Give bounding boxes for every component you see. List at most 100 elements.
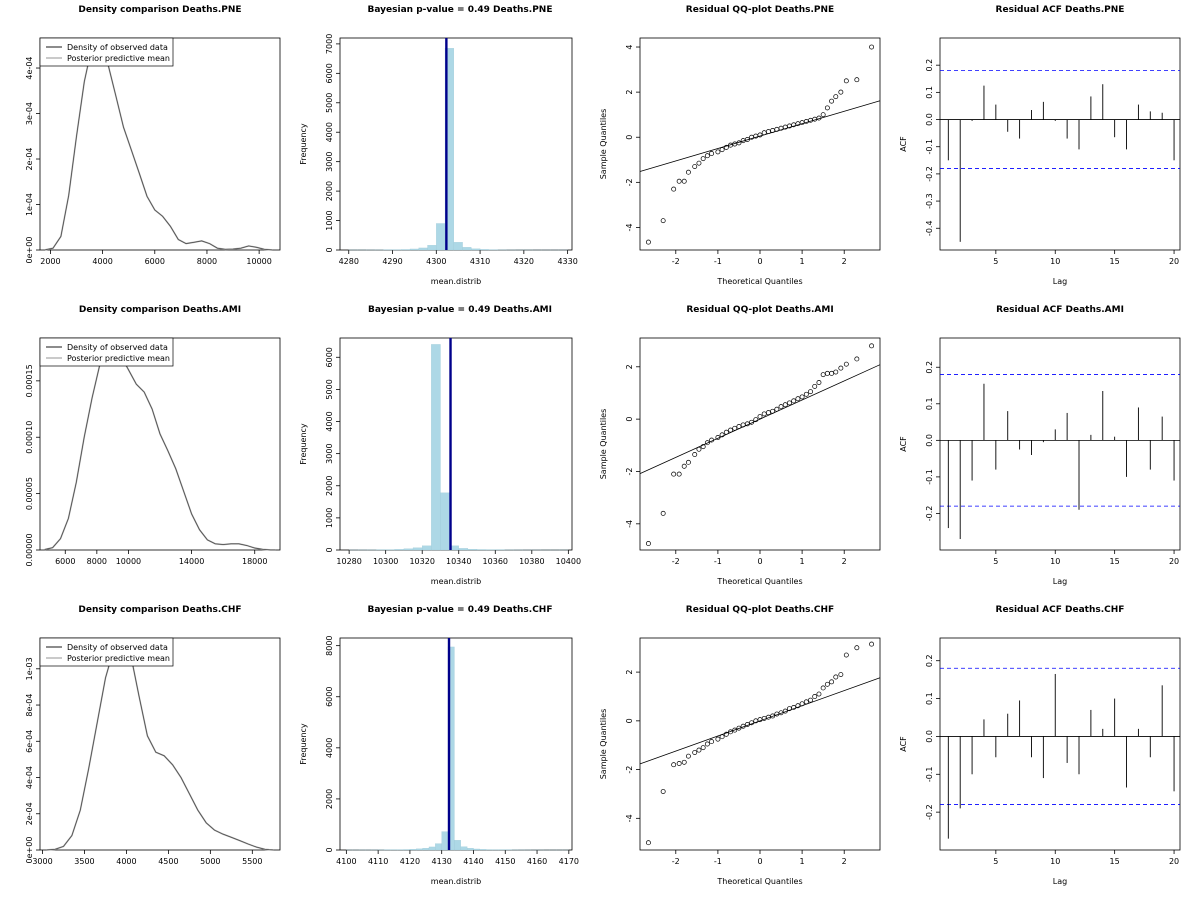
qq-point [774,406,780,412]
qq-point [854,77,860,83]
x-tick-label: 20 [1169,557,1179,566]
qq-point [704,153,710,159]
histogram-bar [427,245,437,251]
qq-point [700,156,706,162]
histogram-bar [467,549,478,551]
y-tick-label: 0.00010 [25,421,34,454]
panel-title: Density comparison Deaths.PNE [78,5,241,15]
y-tick-label: 1e-03 [25,657,34,680]
y-axis-label: ACF [899,736,908,752]
x-tick-label: 6000 [145,257,165,266]
x-tick-label: 10300 [373,557,398,566]
x-tick-label: 2 [842,257,847,266]
panel-title: Bayesian p-value = 0.49 Deaths.AMI [368,305,552,315]
histogram-bar [418,247,428,251]
histogram-bar [409,849,417,851]
x-tick-label: 0 [757,257,762,266]
panel-hist-2: Bayesian p-value = 0.49 Deaths.CHF 4100 41… [299,605,579,886]
x-axis-label: Theoretical Quantiles [716,277,802,286]
qq-point [685,169,691,175]
qq-point [838,672,844,678]
qq-point [761,130,767,136]
qq-point [681,759,687,765]
x-axis-label: Lag [1053,277,1067,286]
y-tick-label: 0 [625,417,634,422]
qq-point [820,112,826,118]
predictive-density-line [45,38,273,251]
legend-box [39,37,174,67]
y-tick-label: 8e-04 [25,694,34,717]
histogram-bar [458,548,469,551]
histogram-bar [422,848,430,851]
panel-title: Residual QQ-plot Deaths.PNE [686,5,834,15]
panel-title: Bayesian p-value = 0.49 Deaths.PNE [368,5,553,15]
qq-point [685,753,691,759]
qq-point [812,694,818,699]
y-tick-label: 7000 [325,34,334,54]
panel-acf-0: Residual ACF Deaths.PNE 5 10 15 20 -0.4 -0.3 -0… [899,5,1181,286]
qq-point [740,723,746,729]
x-tick-label: 10380 [519,557,544,566]
y-tick-label: 6e-04 [25,730,34,753]
y-tick-label: 0e+00 [25,237,34,264]
plot-frame [339,337,573,551]
y-tick-label: 0 [325,847,334,852]
y-tick-label: 0 [325,547,334,552]
x-tick-label: 4300 [426,257,446,266]
x-tick-label: 4320 [514,257,534,266]
qq-point [671,762,677,768]
x-tick-label: -2 [672,857,680,866]
y-tick-label: 2000 [325,181,334,201]
x-tick-label: 1 [800,857,805,866]
y-tick-label: 3000 [325,151,334,171]
qq-point [843,361,849,367]
x-axis-label: Theoretical Quantiles [716,577,802,586]
x-tick-label: 0 [757,857,762,866]
qq-point [820,685,826,691]
x-axis-label: mean.distrib [431,577,481,586]
y-tick-label: 4000 [325,738,334,758]
y-tick-label: 2 [625,90,634,95]
qq-point [715,736,721,742]
qq-point [671,186,677,192]
plot-frame [39,637,281,851]
x-tick-label: -1 [714,557,722,566]
x-axis-label: Lag [1053,577,1067,586]
x-tick-label: 4290 [382,257,402,266]
y-axis-label: Frequency [299,723,308,765]
qq-point [765,129,771,135]
y-tick-label: 0 [325,247,334,252]
y-tick-label: 2000 [325,476,334,496]
x-tick-label: 4310 [470,257,490,266]
legend-predictive-label: Posterior predictive mean [67,654,170,663]
observed-density-line [44,346,276,551]
y-tick-label: 5000 [325,93,334,113]
plot-frame [939,37,1181,251]
plot-frame [939,337,1181,551]
qq-point [816,115,822,121]
qq-point [791,398,797,404]
qq-reference-line [639,677,881,765]
histogram-bar [436,223,446,251]
histogram-bar [454,840,461,851]
qq-point [787,400,792,406]
observed-density-line [45,39,273,251]
x-axis-label: Lag [1053,877,1067,886]
qq-point [736,140,742,146]
qq-point [676,178,682,184]
qq-point [728,427,733,433]
qq-point [681,463,687,469]
qq-point [795,396,801,402]
y-axis-label: Sample Quantiles [599,109,608,180]
qq-point [671,471,677,477]
y-tick-label: 1000 [325,210,334,230]
y-tick-label: 4 [625,44,634,49]
qq-point [869,343,875,349]
x-tick-label: 3000 [32,857,52,866]
qq-point [736,725,742,731]
panel-qq-2: Residual QQ-plot Deaths.CHF -2 -1 0 1 2 -4 -2 0 2… [599,605,881,886]
x-tick-label: 15 [1110,257,1120,266]
qq-point [778,404,784,410]
y-tick-label: -0.1 [925,766,934,782]
y-tick-label: 2e-04 [25,802,34,825]
